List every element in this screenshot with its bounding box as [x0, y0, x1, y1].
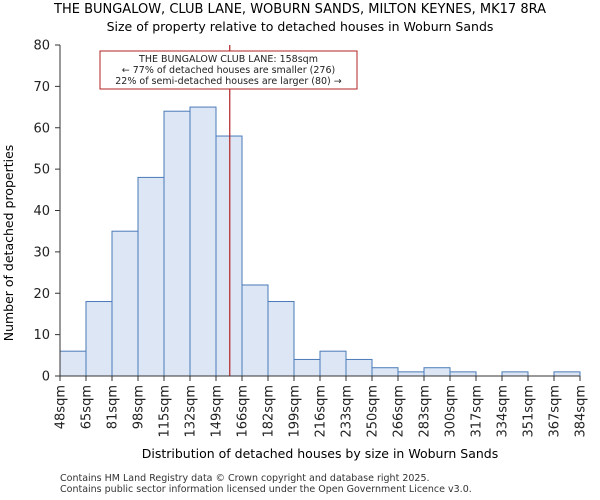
x-tick-label: 300sqm — [444, 385, 459, 438]
x-tick-label: 182sqm — [262, 385, 277, 438]
x-tick-label: 48sqm — [54, 385, 69, 429]
y-axis-label: Number of detached properties — [1, 145, 16, 342]
annotation-box — [99, 50, 358, 90]
x-tick-label: 81sqm — [106, 385, 121, 429]
y-tick-label: 0 — [42, 370, 50, 385]
bar-367sqm — [553, 371, 581, 377]
bar-283sqm — [423, 367, 451, 377]
bar-81sqm — [111, 230, 139, 377]
x-tick-label: 384sqm — [574, 385, 589, 438]
y-tick-label: 10 — [33, 328, 50, 343]
x-tick-label: 166sqm — [236, 385, 251, 438]
footer-line-2: Contains public sector information licen… — [60, 484, 472, 495]
bar-149sqm — [215, 135, 243, 377]
annotation-line-3: 22% of semi-detached houses are larger (… — [115, 76, 342, 87]
axes-group: 0 10 20 30 40 50 60 70 80 48sqm 65sqm 81sqm 98sqm 115… — [33, 39, 588, 438]
bar-233sqm — [345, 358, 373, 377]
x-tick-label: 334sqm — [496, 385, 511, 438]
bar-166sqm — [241, 284, 269, 377]
chart-subtitle: Size of property relative to detached ho… — [107, 19, 494, 34]
bar-250sqm — [371, 367, 399, 377]
x-tick-label: 115sqm — [158, 385, 173, 438]
bar-65sqm — [85, 301, 113, 377]
bar-132sqm — [189, 106, 217, 377]
bar-199sqm — [293, 358, 321, 377]
bar-300sqm — [449, 371, 477, 377]
x-tick-label: 149sqm — [210, 385, 225, 438]
bar-115sqm — [163, 110, 191, 377]
y-tick-label: 60 — [33, 121, 50, 136]
x-tick-label: 351sqm — [522, 385, 537, 438]
x-tick-label: 266sqm — [392, 385, 407, 438]
x-tick-label: 132sqm — [184, 385, 199, 438]
y-tick-label: 50 — [33, 163, 50, 178]
footer-line-1: Contains HM Land Registry data © Crown c… — [60, 473, 430, 484]
bar-266sqm — [397, 371, 425, 377]
x-tick-label: 367sqm — [548, 385, 563, 438]
bar-98sqm — [137, 176, 165, 377]
bars-group — [59, 106, 581, 377]
x-tick-label: 283sqm — [418, 385, 433, 438]
bar-48sqm — [59, 350, 87, 377]
y-tick-label: 40 — [33, 204, 50, 219]
x-tick-label: 199sqm — [288, 385, 303, 438]
chart-title: THE BUNGALOW, CLUB LANE, WOBURN SANDS, M… — [53, 2, 546, 17]
x-tick-label: 233sqm — [340, 385, 355, 438]
y-tick-label: 20 — [33, 287, 50, 302]
marker-group: THE BUNGALOW CLUB LANE: 158sqm← 77% of d… — [99, 45, 358, 376]
x-tick-label: 216sqm — [314, 385, 329, 438]
x-axis-label: Distribution of detached houses by size … — [142, 446, 498, 461]
x-tick-label: 65sqm — [80, 385, 95, 429]
y-tick-label: 80 — [33, 39, 50, 54]
y-tick-label: 30 — [33, 245, 50, 260]
annotation-line-1: THE BUNGALOW CLUB LANE: 158sqm — [138, 54, 318, 65]
x-tick-label: 98sqm — [132, 385, 147, 429]
bar-334sqm — [501, 371, 529, 377]
x-tick-label: 317sqm — [470, 385, 485, 438]
annotation-line-2: ← 77% of detached houses are smaller (27… — [122, 65, 335, 76]
bar-182sqm — [267, 301, 295, 377]
bar-216sqm — [319, 350, 347, 377]
y-tick-label: 70 — [33, 80, 50, 95]
x-tick-label: 250sqm — [366, 385, 381, 438]
